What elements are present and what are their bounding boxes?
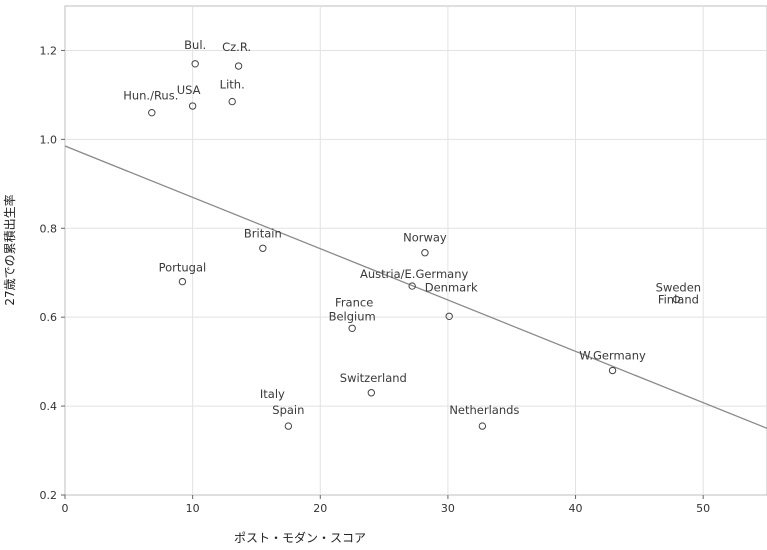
data-point <box>228 97 236 106</box>
point-label: Britain <box>244 226 282 240</box>
data-point <box>348 324 356 332</box>
data-point <box>672 295 681 304</box>
y-tick-label: 0.2 <box>40 489 58 502</box>
data-point <box>478 422 487 430</box>
y-tick-label: 1.0 <box>40 133 58 146</box>
plot-area <box>64 5 767 496</box>
point-label: W.Germany <box>579 349 646 363</box>
data-point <box>148 108 156 117</box>
data-point <box>421 249 429 257</box>
data-point <box>188 102 197 110</box>
y-tick-label: 0.8 <box>40 222 58 235</box>
y-axis-label: 27歳での累積出生率 <box>2 194 17 305</box>
y-tick-label: 0.4 <box>40 400 58 413</box>
point-label: Lith. <box>220 78 245 92</box>
data-point <box>367 389 376 397</box>
x-tick-label: 10 <box>186 502 200 515</box>
x-tick-label: 30 <box>441 502 455 515</box>
data-point <box>284 422 293 430</box>
x-tick-label: 40 <box>569 502 583 515</box>
x-axis-label: ポスト・モダン・スコア <box>234 530 366 545</box>
data-point <box>191 60 199 68</box>
point-label: Portugal <box>159 261 207 275</box>
point-label: Cz.R. <box>222 40 251 54</box>
trend-line-group <box>64 145 767 429</box>
x-tick-label: 50 <box>696 502 710 515</box>
data-point <box>259 244 267 252</box>
data-point <box>234 62 243 70</box>
point-label: Bul. <box>184 38 206 52</box>
point-label: Finland <box>658 292 699 306</box>
grid <box>65 6 767 495</box>
point-label: Italy <box>260 387 285 401</box>
point-label: Sweden <box>656 280 701 294</box>
trend-line <box>64 145 767 429</box>
y-tick-label: 0.6 <box>40 311 58 324</box>
x-tick-label: 0 <box>62 502 69 515</box>
point-label: Netherlands <box>449 403 519 417</box>
x-axis-ticks: 0 10 20 30 40 50 <box>62 495 710 515</box>
y-tick-label: 1.2 <box>40 44 58 57</box>
point-label: USA <box>177 83 201 97</box>
point-label: France <box>335 295 373 309</box>
point-label: Austria/E.Germany <box>360 267 468 281</box>
data-point <box>178 277 187 286</box>
data-point <box>445 312 453 320</box>
point-label: Switzerland <box>340 371 407 385</box>
point-label: Belgium <box>329 309 376 323</box>
x-tick-label: 20 <box>313 502 327 515</box>
data-point <box>608 366 617 375</box>
point-label: Spain <box>272 403 304 417</box>
point-label: Hun./Rus. <box>123 89 178 103</box>
data-points: Bul. Cz.R. USA Lith. Hun./Rus. Britain Norway P… <box>123 38 701 430</box>
data-point <box>408 282 416 290</box>
point-label: Denmark <box>425 280 478 294</box>
y-axis-ticks: 0.2 0.4 0.6 0.8 1.0 1.2 <box>40 44 65 502</box>
point-label: Norway <box>403 231 447 245</box>
